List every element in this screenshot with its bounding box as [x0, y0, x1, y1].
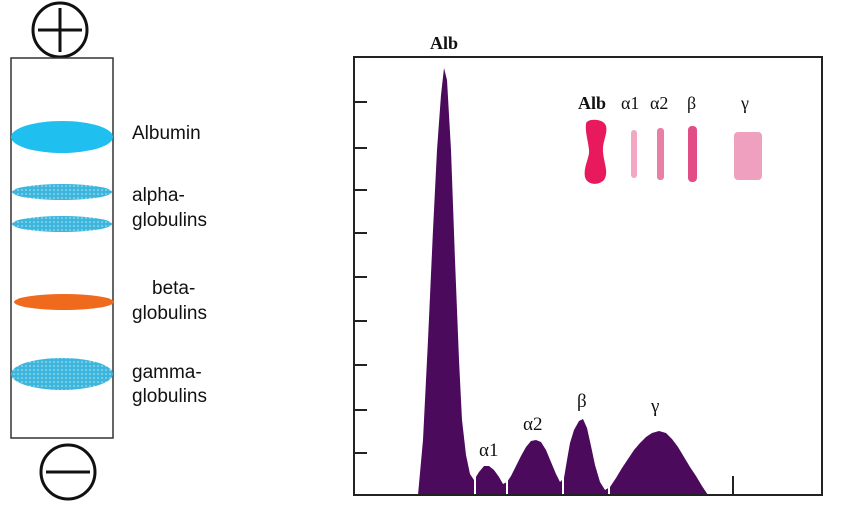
negative-electrode-icon — [39, 443, 97, 501]
strip-label-beta: β — [687, 93, 696, 113]
stained-strip-inset: Alb α1 α2 β γ — [578, 93, 762, 184]
strip-label-alpha1: α1 — [621, 93, 639, 113]
gamma-globulins-label-line2: globulins — [132, 386, 207, 407]
alpha-globulins-label-line2: globulins — [132, 210, 207, 231]
densitometer-trace — [418, 68, 708, 495]
beta-peak-label: β — [577, 391, 587, 412]
albumin-label: Albumin — [132, 123, 201, 144]
albumin-peak-label: Alb — [430, 33, 458, 53]
gamma-peak-label: γ — [650, 396, 659, 417]
strip-label-alpha2: α2 — [650, 93, 668, 113]
alpha2-peak-label: α2 — [523, 414, 542, 435]
x-axis-ticks — [474, 476, 734, 495]
gamma-globulin-band — [11, 358, 113, 390]
beta-globulins-label-line1: beta- — [152, 278, 195, 299]
strip-band-beta — [688, 126, 697, 182]
alpha2-globulin-band — [12, 216, 112, 232]
beta-globulin-band — [14, 294, 114, 310]
y-axis-ticks — [354, 101, 367, 454]
alpha-globulins-label-line1: alpha- — [132, 185, 185, 206]
strip-band-albumin — [584, 119, 607, 184]
albumin-band — [11, 121, 113, 153]
beta-globulins-label-line2: globulins — [132, 303, 207, 324]
strip-band-alpha2 — [657, 128, 664, 180]
strip-band-gamma — [734, 132, 762, 180]
strip-band-alpha1 — [631, 130, 637, 178]
alpha1-globulin-band — [12, 184, 112, 200]
alpha1-peak-label: α1 — [479, 440, 498, 461]
strip-label-gamma: γ — [740, 93, 749, 113]
gamma-globulins-label-line1: gamma- — [132, 362, 202, 383]
positive-electrode-icon — [31, 1, 89, 59]
strip-label-albumin: Alb — [578, 93, 606, 113]
